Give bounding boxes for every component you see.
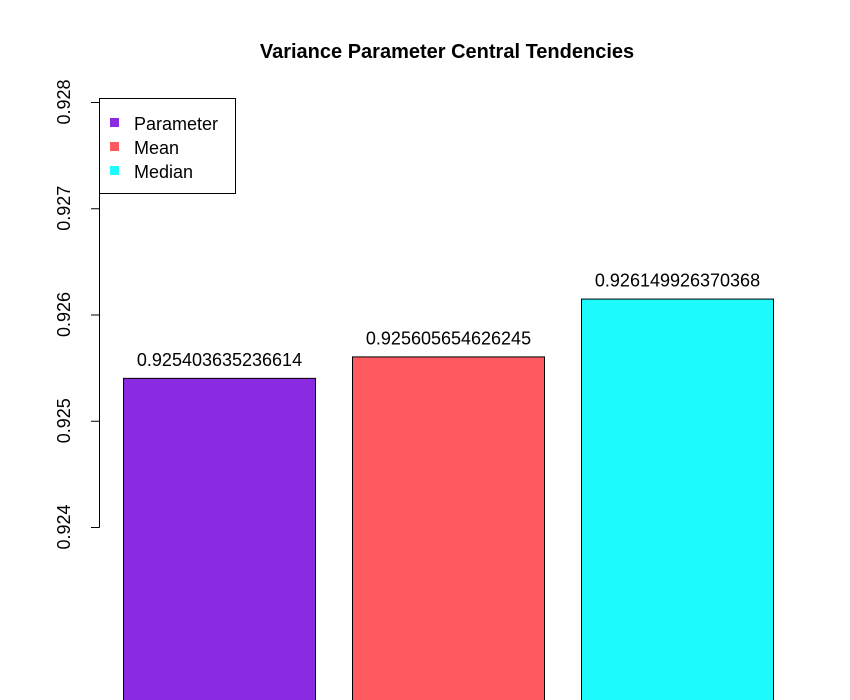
bar-median: [581, 298, 774, 700]
data-labels-group: 0.925403635236614 0.925605654626245 0.9261…: [137, 271, 760, 370]
y-axis: 0.924 0.925 0.926 0.927 0.928: [54, 79, 100, 550]
legend-box: [99, 98, 236, 194]
bar-mean: [352, 356, 545, 700]
data-label-median: 0.926149926370368: [595, 271, 760, 291]
y-tick-label: 0.925: [54, 398, 74, 443]
legend: Parameter Mean Median: [99, 98, 236, 194]
bars-group: [123, 298, 774, 700]
legend-label-mean: Mean: [134, 138, 179, 158]
legend-swatch-median: [110, 166, 119, 175]
bar-parameter: [123, 377, 316, 700]
legend-label-median: Median: [134, 162, 193, 182]
data-label-parameter: 0.925403635236614: [137, 350, 302, 370]
y-tick-label: 0.927: [54, 186, 74, 231]
y-tick-label: 0.924: [54, 504, 74, 549]
chart-title: Variance Parameter Central Tendencies: [260, 41, 634, 63]
y-tick-label: 0.926: [54, 292, 74, 337]
legend-swatch-parameter: [110, 118, 119, 127]
data-label-mean: 0.925605654626245: [366, 328, 531, 348]
y-tick-label: 0.928: [54, 79, 74, 124]
legend-swatch-mean: [110, 142, 119, 151]
legend-label-parameter: Parameter: [134, 114, 218, 134]
